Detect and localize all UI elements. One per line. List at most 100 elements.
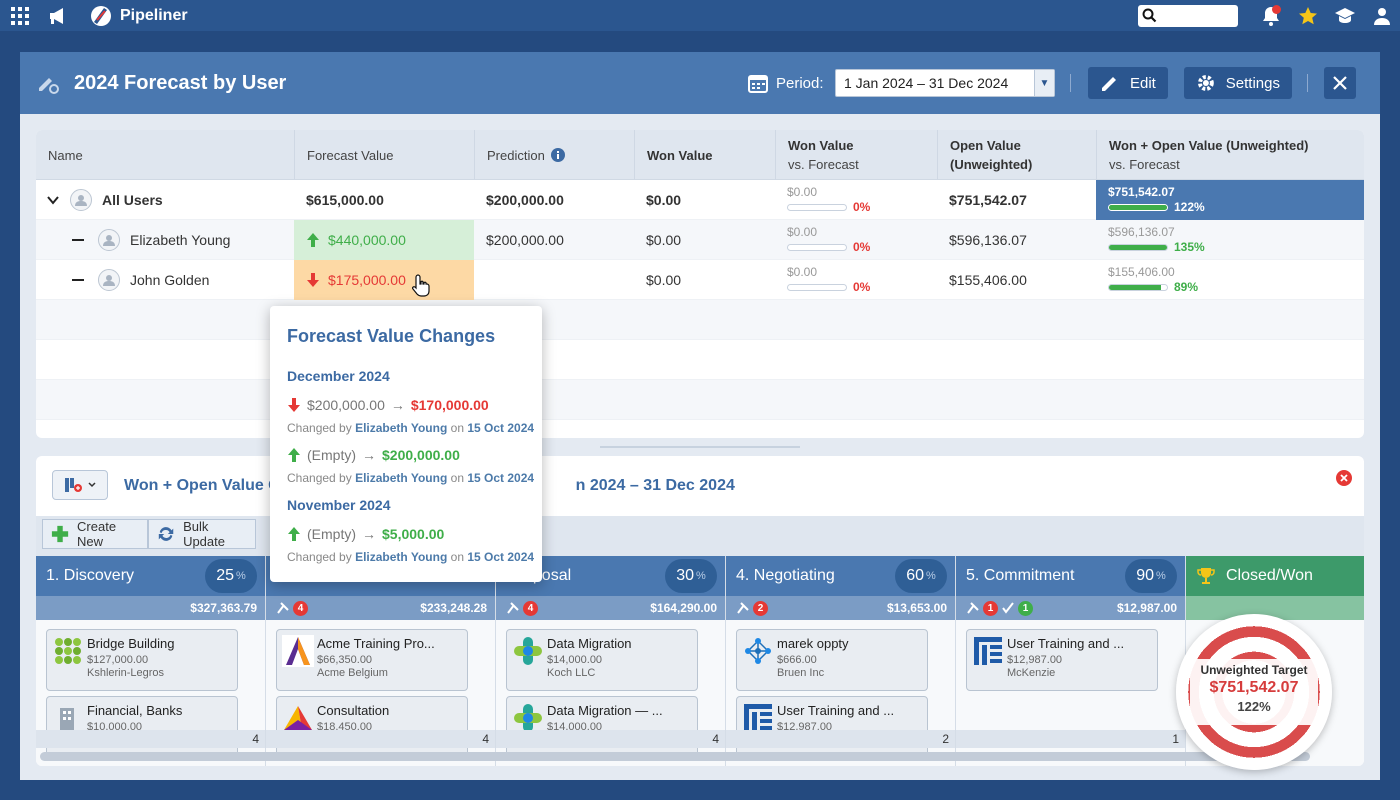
progress-bar — [1108, 203, 1168, 211]
name-cell: John Golden — [36, 260, 294, 300]
calendar-icon — [748, 75, 768, 93]
green-grid-logo-icon — [55, 638, 81, 664]
arrow-down-icon — [307, 273, 319, 287]
empty-row — [36, 380, 1364, 420]
prism-logo-icon — [284, 706, 312, 730]
edit-button[interactable]: Edit — [1088, 67, 1168, 99]
stage-probability: 25% — [205, 559, 257, 593]
stage-header[interactable]: 5. Commitment 90% — [956, 556, 1185, 596]
chevron-down-icon[interactable]: ▼ — [1034, 70, 1054, 96]
forecast-cell[interactable]: $440,000.00 — [294, 220, 474, 260]
won-vs-forecast-cell: $0.00 0% — [787, 265, 871, 294]
stage-count: 1 — [956, 730, 1185, 748]
settings-button[interactable]: Settings — [1184, 67, 1292, 99]
avatar — [70, 189, 92, 211]
plus-icon — [51, 525, 69, 543]
won-cell: $0.00 — [646, 232, 682, 248]
table-row[interactable]: All Users $615,000.00 $200,000.00 $0.00 … — [36, 180, 1364, 220]
arrow-up-icon — [307, 233, 319, 247]
academy-graduation-cap-icon[interactable] — [1326, 0, 1363, 31]
megaphone-icon[interactable] — [40, 0, 76, 31]
pencil-icon — [1102, 77, 1116, 91]
avatar — [98, 229, 120, 251]
open-value-cell: $751,542.07 — [949, 192, 1027, 208]
opportunity-card[interactable]: User Training and ... $12,987.00 McKenzi… — [966, 629, 1158, 691]
opportunity-card[interactable]: Bridge Building $127,000.00 Kshlerin-Leg… — [46, 629, 238, 691]
forecast-edit-icon — [39, 78, 59, 94]
stage-column-2: 4 $233,248.28 Acme Training Pro... $66,3… — [266, 556, 496, 766]
stage-count: 4 — [266, 730, 495, 748]
hand-cursor-icon — [411, 274, 430, 297]
horizontal-scrollbar[interactable] — [40, 752, 1310, 761]
won-open-vs-forecast-cell: $751,542.07 122% — [1096, 180, 1364, 220]
view-selector[interactable] — [52, 470, 108, 500]
column-header-prediction[interactable]: Prediction — [474, 130, 634, 180]
stage-column-negotiating: 4. Negotiating 60% 2 $13,653.00 marek op… — [726, 556, 956, 766]
info-icon[interactable] — [550, 148, 565, 162]
table-row[interactable]: Elizabeth Young $440,000.00 $200,000.00 … — [36, 220, 1364, 260]
arrow-down-icon — [288, 398, 300, 412]
unweighted-target-widget[interactable]: Unweighted Target $751,542.07 122% — [1176, 614, 1332, 770]
stage-total: 4 $164,290.00 — [496, 596, 725, 620]
opportunity-card[interactable]: Financial, Banks $10,000.00 — [46, 696, 238, 758]
divider — [1070, 74, 1071, 92]
popup-month: December 2024 — [287, 368, 390, 384]
create-new-button[interactable]: Create New — [42, 519, 148, 549]
column-header-open-value[interactable]: Open Value (Unweighted) — [937, 130, 1096, 180]
prediction-cell — [474, 260, 634, 300]
stage-header[interactable]: Closed/Won — [1186, 556, 1364, 596]
empty-row — [36, 300, 1364, 340]
stage-header[interactable]: 4. Negotiating 60% — [726, 556, 955, 596]
column-header-won-open-vs-forecast[interactable]: Won + Open Value (Unweighted) vs. Forecas… — [1096, 130, 1364, 180]
a-logo-icon — [282, 635, 314, 667]
opportunity-card[interactable]: Data Migration — ... $14,000.00 — [506, 696, 698, 758]
notification-dot — [1272, 5, 1281, 14]
opportunity-card[interactable]: Acme Training Pro... $66,350.00 Acme Bel… — [276, 629, 468, 691]
activity-count-badge: 2 — [753, 600, 768, 616]
won-vs-forecast-cell: $0.00 0% — [787, 185, 871, 214]
target-value: $751,542.07 — [1209, 679, 1299, 696]
won-open-vs-forecast-cell: $596,136.07 135% — [1108, 225, 1205, 254]
stage-total: 1 1 $12,987.00 — [956, 596, 1185, 620]
avatar — [98, 269, 120, 291]
stage-header[interactable]: 1. Discovery 25% — [36, 556, 265, 596]
building-logo-icon — [60, 708, 74, 730]
won-cell: $0.00 — [646, 192, 682, 208]
app-logo[interactable]: Pipeliner — [88, 5, 188, 27]
app-name: Pipeliner — [120, 6, 188, 24]
edit-button-label: Edit — [1130, 74, 1156, 92]
global-search-input[interactable] — [1138, 4, 1238, 27]
column-header-won-vs-forecast[interactable]: Won Value vs. Forecast — [775, 130, 937, 180]
column-header-won[interactable]: Won Value — [634, 130, 775, 180]
search-icon — [1142, 8, 1157, 23]
close-button[interactable] — [1324, 67, 1356, 99]
forecast-cell[interactable]: $615,000.00 — [306, 192, 384, 208]
empty-row — [36, 340, 1364, 380]
pipeline-title: Won + Open Value O n 2024 – 31 Dec 2024 — [124, 477, 735, 494]
won-open-vs-forecast-cell: $155,406.00 89% — [1108, 265, 1199, 294]
prediction-cell: $200,000.00 — [486, 192, 564, 208]
close-circle-icon[interactable] — [1336, 470, 1352, 486]
table-row[interactable]: John Golden $175,000.00 $0.00 $0.00 0% $… — [36, 260, 1364, 300]
opportunity-card[interactable]: User Training and ... $12,987.00 — [736, 696, 928, 758]
bulk-update-button[interactable]: Bulk Update — [148, 519, 256, 549]
opportunity-card[interactable]: marek oppty $666.00 Bruen Inc — [736, 629, 928, 691]
notifications-bell-icon[interactable] — [1252, 0, 1289, 31]
arrow-up-icon — [288, 448, 300, 462]
change-entry: $200,000.00 → $170,000.00 — [287, 397, 489, 413]
user-profile-icon[interactable] — [1363, 0, 1400, 31]
panel-resize-handle[interactable] — [600, 446, 800, 448]
opportunity-card[interactable]: Data Migration $14,000.00 Koch LLC — [506, 629, 698, 691]
forecast-cell[interactable]: $175,000.00 — [294, 260, 474, 300]
apps-grid-icon[interactable] — [0, 0, 40, 31]
column-header-forecast[interactable]: Forecast Value — [294, 130, 474, 180]
period-select[interactable]: 1 Jan 2024 – 31 Dec 2024 ▼ — [835, 69, 1055, 97]
progress-bar — [787, 243, 847, 251]
network-logo-icon — [745, 638, 771, 664]
completed-count-badge: 1 — [1018, 600, 1033, 616]
favorites-star-icon[interactable] — [1289, 0, 1326, 31]
trophy-icon — [1197, 568, 1215, 584]
opportunity-card[interactable]: Consultation $18,450.00 — [276, 696, 468, 758]
column-header-name[interactable]: Name — [48, 147, 83, 163]
chevron-down-icon[interactable] — [46, 193, 60, 207]
